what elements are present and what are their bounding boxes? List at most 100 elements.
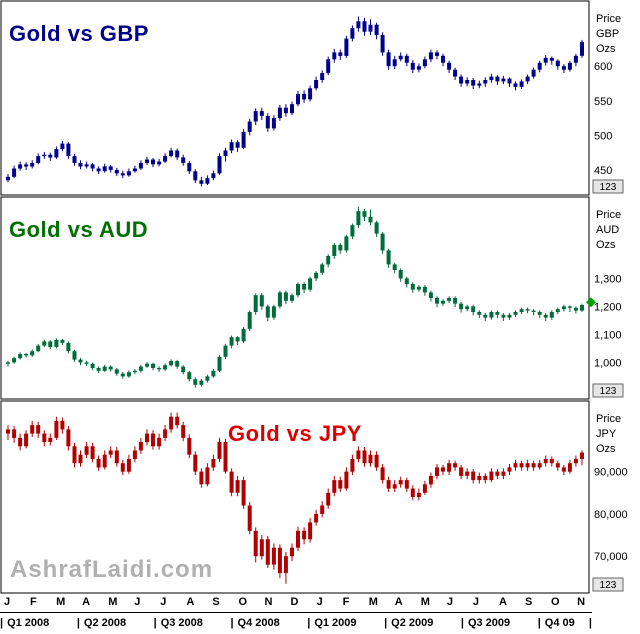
candle [247, 502, 252, 535]
candle [163, 363, 168, 371]
month-label: A [82, 596, 91, 608]
candle [253, 108, 258, 125]
candle [265, 113, 270, 132]
candle [326, 488, 331, 509]
panel-border [0, 0, 590, 196]
candle [54, 338, 59, 349]
quarter-label: | Q4 09 [537, 617, 575, 629]
candle [163, 425, 168, 442]
candle [66, 426, 71, 451]
candle [302, 282, 307, 293]
candle [344, 234, 349, 253]
candle [205, 374, 210, 383]
candle [36, 343, 41, 353]
candle [513, 459, 518, 471]
candle [471, 304, 476, 316]
month-label: J [134, 596, 141, 608]
candle [531, 460, 536, 471]
panel-border [0, 196, 590, 400]
candle [96, 166, 101, 174]
candle [453, 67, 458, 80]
candle [138, 364, 143, 373]
candle [169, 359, 174, 367]
y-tick-label: 90,000 [594, 467, 628, 479]
candle [72, 442, 77, 468]
candle [513, 310, 518, 317]
candle [326, 56, 331, 76]
candle [66, 142, 71, 159]
candle [30, 349, 35, 357]
scale-badge-button[interactable]: 123 [592, 383, 624, 398]
candle [561, 64, 566, 74]
candle [229, 335, 234, 349]
candle [477, 80, 482, 89]
candle [277, 544, 282, 579]
candle [199, 468, 204, 488]
candle [6, 174, 10, 183]
candle [18, 433, 23, 451]
month-label: N [577, 596, 586, 608]
scale-badge-button[interactable]: 123 [592, 577, 624, 592]
candle [217, 437, 222, 463]
candle [193, 377, 198, 388]
candle [350, 223, 355, 240]
panel-gold-gbp: Gold vs GBP Price GBP Ozs 600 550 500 450 123 [0, 0, 640, 196]
candle [78, 160, 83, 170]
candle [163, 153, 168, 163]
candle [398, 52, 403, 62]
quarter-divider: | [0, 617, 4, 629]
candle [18, 161, 23, 171]
candle [84, 360, 89, 366]
candle [102, 163, 107, 173]
candle [519, 79, 524, 89]
candle [90, 442, 95, 463]
candle [477, 310, 482, 319]
candle [102, 450, 107, 470]
candlestick-chart-jpy: Price JPY Ozs 90,000 80,000 70,000 123 [0, 400, 628, 594]
y-axis-unit-label: AUD [596, 224, 619, 236]
panel-border [0, 400, 590, 594]
y-axis-unit-label: Ozs [596, 443, 616, 455]
candle [501, 468, 506, 480]
candle [12, 426, 17, 443]
month-label: O [238, 596, 247, 608]
quarter-label: | Q2 2009 [384, 617, 434, 629]
candle [96, 366, 101, 373]
candle [114, 447, 119, 467]
candle [6, 360, 10, 367]
month-label: S [525, 596, 533, 608]
scale-badge-button[interactable]: 123 [592, 179, 624, 194]
candle [580, 450, 584, 466]
candle [302, 527, 307, 545]
candle [489, 73, 494, 83]
candle [338, 476, 343, 492]
candle [48, 340, 53, 349]
candle [229, 139, 234, 154]
candle [66, 341, 71, 354]
y-axis-unit-label: Price [596, 209, 621, 221]
candle [151, 158, 155, 168]
candle [290, 293, 294, 303]
candle [138, 160, 143, 170]
candle [567, 459, 572, 474]
candle [199, 378, 204, 387]
panel-gold-jpy: Gold vs JPY Price JPY Ozs 90,000 80,000 70,00… [0, 400, 640, 594]
candle [290, 543, 294, 562]
candle [573, 455, 578, 467]
candle [120, 170, 125, 179]
candle [283, 290, 288, 305]
candle [525, 74, 530, 85]
candle [30, 420, 35, 437]
candle [519, 460, 524, 471]
candle [253, 293, 258, 315]
candle [374, 22, 379, 40]
month-label: J [316, 596, 323, 608]
y-axis-unit-label: JPY [596, 428, 617, 440]
candle [422, 480, 427, 495]
quarter-divider: | [460, 617, 464, 629]
candle [549, 310, 554, 320]
candle [235, 336, 240, 345]
month-label: J [446, 596, 453, 608]
candle [36, 421, 41, 438]
